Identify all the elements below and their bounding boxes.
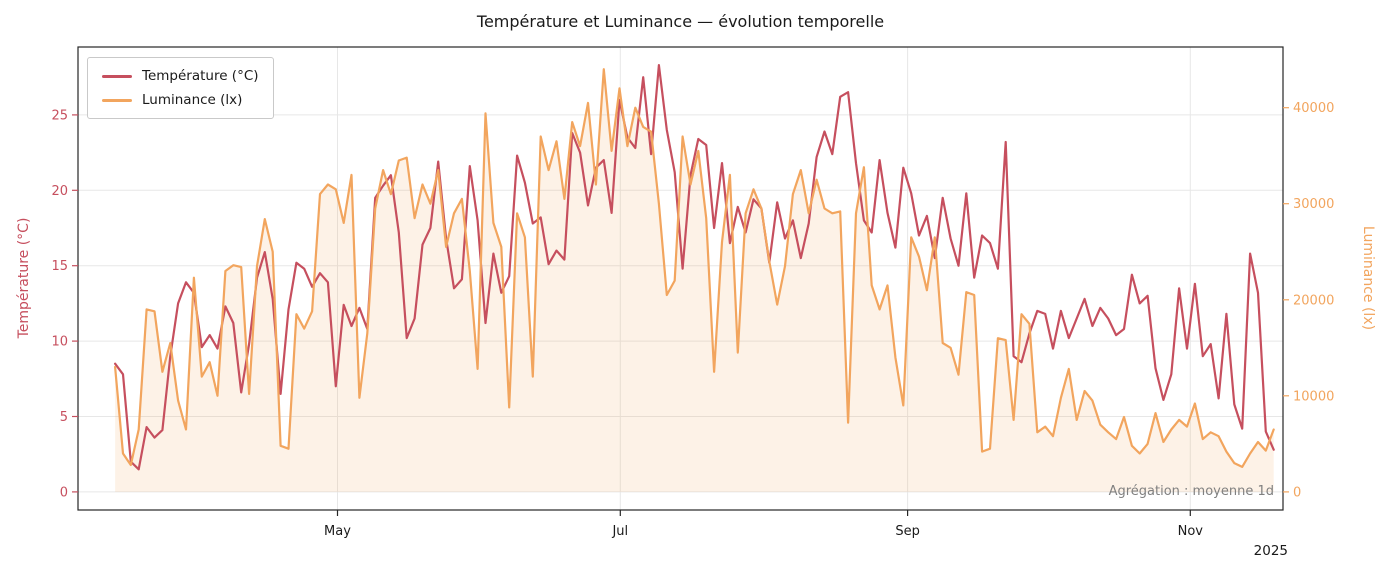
y-tick-label-right: 30000 [1293, 197, 1334, 212]
y-axis-label-right: Luminance (lx) [1360, 225, 1376, 331]
luminance-area [115, 69, 1274, 492]
legend: Température (°C) Luminance (lx) [87, 57, 274, 119]
temperature-line-swatch [102, 74, 132, 78]
y-tick-label-left: 5 [60, 410, 68, 425]
y-tick-label-right: 20000 [1293, 293, 1334, 308]
x-tick-label: Jul [611, 524, 628, 539]
luminance-line [113, 68, 1275, 468]
chart-title: Température et Luminance — évolution tem… [476, 12, 885, 31]
legend-item-temperature: Température (°C) [102, 68, 259, 84]
annotation-aggregation: Agrégation : moyenne 1d [1108, 484, 1274, 499]
legend-label-temperature: Température (°C) [142, 68, 259, 84]
y-tick-label-left: 25 [51, 108, 68, 123]
y-tick-label-left: 15 [51, 259, 68, 274]
x-tick-label: Sep [895, 524, 920, 539]
temperature-line [113, 63, 1275, 471]
y-tick-label-right: 40000 [1293, 101, 1334, 116]
y-tick-label-left: 20 [51, 184, 68, 199]
legend-label-luminance: Luminance (lx) [142, 92, 243, 108]
legend-item-luminance: Luminance (lx) [102, 92, 259, 108]
x-tick-label: Nov [1178, 524, 1204, 539]
y-tick-label-right: 0 [1293, 485, 1301, 500]
y-tick-label-right: 10000 [1293, 389, 1334, 404]
x-tick-label: May [324, 524, 351, 539]
x-axis-year-label: 2025 [1253, 543, 1288, 559]
y-tick-label-left: 0 [60, 485, 68, 500]
y-tick-label-left: 10 [51, 335, 68, 350]
luminance-line-swatch [102, 98, 132, 102]
plot-border [77, 46, 1284, 511]
y-axis-label-left: Température (°C) [16, 217, 32, 339]
